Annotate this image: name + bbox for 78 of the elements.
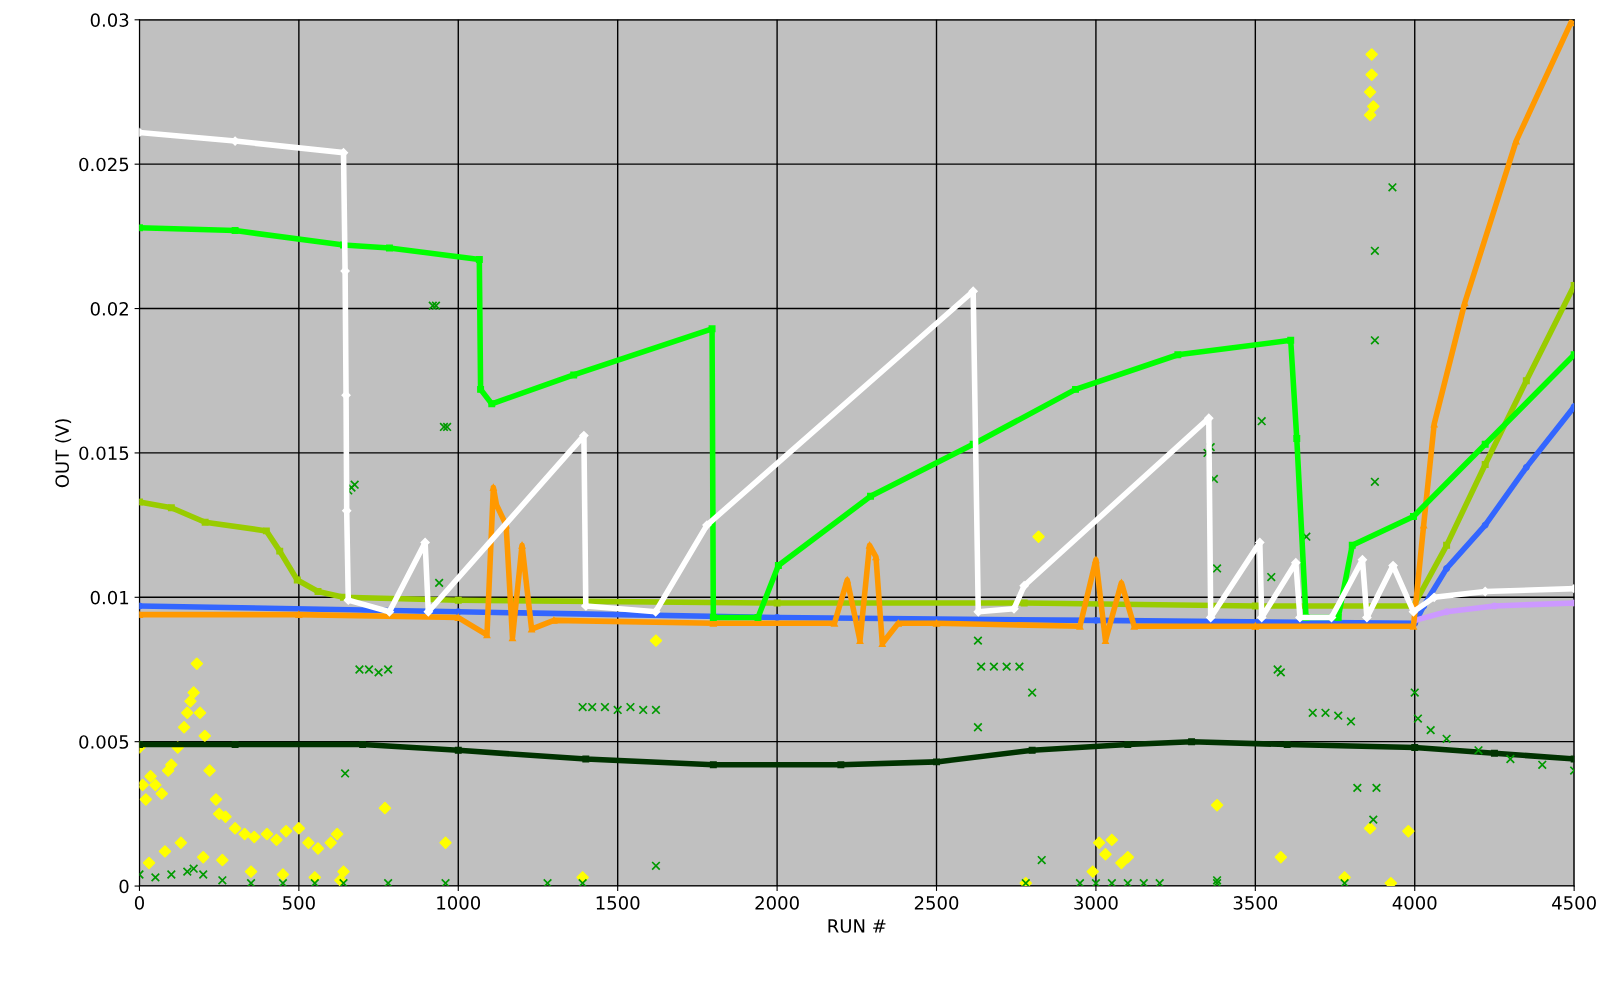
point: [1334, 614, 1342, 621]
point: [518, 541, 526, 549]
point: [1188, 738, 1196, 746]
y-tick-label: 0.015: [79, 446, 129, 461]
point: [702, 520, 712, 530]
point: [773, 599, 781, 607]
x-axis-title: RUN #: [828, 919, 886, 933]
point: [295, 611, 303, 619]
x-tick-label: 1000: [437, 896, 481, 910]
x-tick-label: 4000: [1392, 896, 1437, 910]
point: [1443, 541, 1451, 549]
y-tick-label: 0.005: [79, 735, 129, 749]
point: [1283, 741, 1291, 749]
point: [1293, 435, 1301, 442]
point: [1117, 579, 1125, 587]
point: [1443, 564, 1451, 572]
point: [201, 518, 209, 526]
point: [385, 244, 393, 252]
point: [570, 371, 578, 379]
x-tick-label: 500: [283, 896, 315, 910]
x-tick-label: 0: [134, 896, 145, 910]
point: [837, 761, 845, 769]
point: [1522, 463, 1530, 471]
point: [1019, 581, 1029, 591]
point: [231, 741, 239, 749]
point: [1020, 599, 1028, 607]
y-axis-title: OUT (V): [55, 419, 72, 488]
point: [231, 227, 239, 235]
x-tick-label: 2000: [755, 896, 799, 910]
point: [1411, 743, 1419, 751]
point: [488, 400, 496, 408]
point: [454, 746, 462, 754]
point: [582, 755, 590, 763]
point: [708, 325, 716, 333]
point: [1287, 336, 1295, 344]
x-tick-label: 3500: [1233, 896, 1278, 910]
point: [293, 576, 301, 584]
point: [1251, 602, 1259, 610]
y-tick-label: 0: [119, 879, 129, 894]
point: [1481, 461, 1489, 468]
x-tick-label: 4500: [1552, 896, 1596, 910]
x-tick-label: 2500: [914, 896, 959, 910]
point: [1251, 622, 1259, 630]
x-tick-label: 3000: [1074, 896, 1118, 910]
point: [1481, 440, 1489, 448]
point: [1522, 377, 1530, 385]
point: [1174, 351, 1182, 359]
point: [709, 761, 717, 769]
point: [489, 484, 497, 492]
point: [359, 741, 367, 749]
point: [262, 527, 270, 535]
point: [1124, 741, 1132, 749]
y-tick-label: 0.02: [90, 302, 128, 316]
point: [1408, 607, 1419, 617]
y-tick-label: 0.025: [79, 157, 129, 172]
point: [167, 504, 175, 512]
point: [867, 492, 874, 500]
point: [1409, 512, 1417, 520]
point: [709, 614, 717, 621]
point: [1481, 521, 1489, 529]
point: [1490, 749, 1498, 757]
point: [754, 614, 762, 621]
point: [774, 562, 782, 570]
point: [1028, 746, 1036, 754]
point: [933, 758, 940, 766]
point: [276, 547, 284, 555]
point: [454, 596, 462, 604]
point: [1072, 385, 1079, 393]
point: [1092, 556, 1100, 564]
y-tick-label: 0.01: [90, 590, 129, 605]
point: [475, 255, 483, 263]
x-tick-label: 1500: [596, 896, 640, 910]
point: [1348, 541, 1356, 549]
point: [843, 576, 851, 584]
point: [933, 619, 940, 627]
y-tick-label: 0.03: [90, 13, 129, 27]
point: [477, 385, 485, 393]
point: [314, 588, 322, 595]
